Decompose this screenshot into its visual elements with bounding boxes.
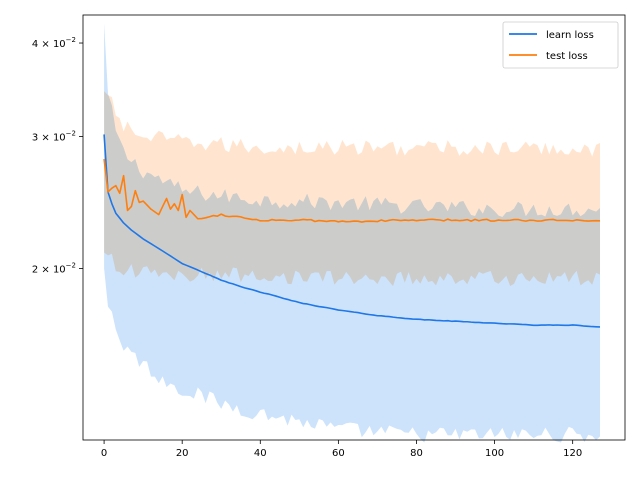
x-tick-label: 60 <box>332 448 345 459</box>
legend: learn loss test loss <box>502 21 619 69</box>
x-tick-label: 0 <box>101 448 107 459</box>
x-tick-label: 40 <box>254 448 267 459</box>
line-learn-loss <box>103 134 601 328</box>
x-axis: 0 20 40 60 80 100 120 <box>101 440 582 459</box>
plot-area-frame <box>82 14 626 441</box>
x-tick-label: 20 <box>176 448 189 459</box>
y-tick-label: 2 × 10−2 <box>32 261 76 275</box>
y-axis: 2 × 10−2 3 × 10−2 4 × 10−2 <box>32 36 83 275</box>
confidence-bands <box>104 23 601 443</box>
x-tick-label: 100 <box>485 448 504 459</box>
x-tick-label: 80 <box>410 448 423 459</box>
legend-label: learn loss <box>546 30 594 41</box>
x-tick-label: 120 <box>563 448 582 459</box>
legend-label: test loss <box>546 51 588 62</box>
y-tick-label: 4 × 10−2 <box>32 36 76 50</box>
y-tick-label: 3 × 10−2 <box>32 130 76 144</box>
band-test-loss <box>104 91 601 287</box>
legend-items: learn loss test loss <box>509 30 594 62</box>
line-test-loss <box>103 158 601 223</box>
series-lines <box>103 134 601 328</box>
